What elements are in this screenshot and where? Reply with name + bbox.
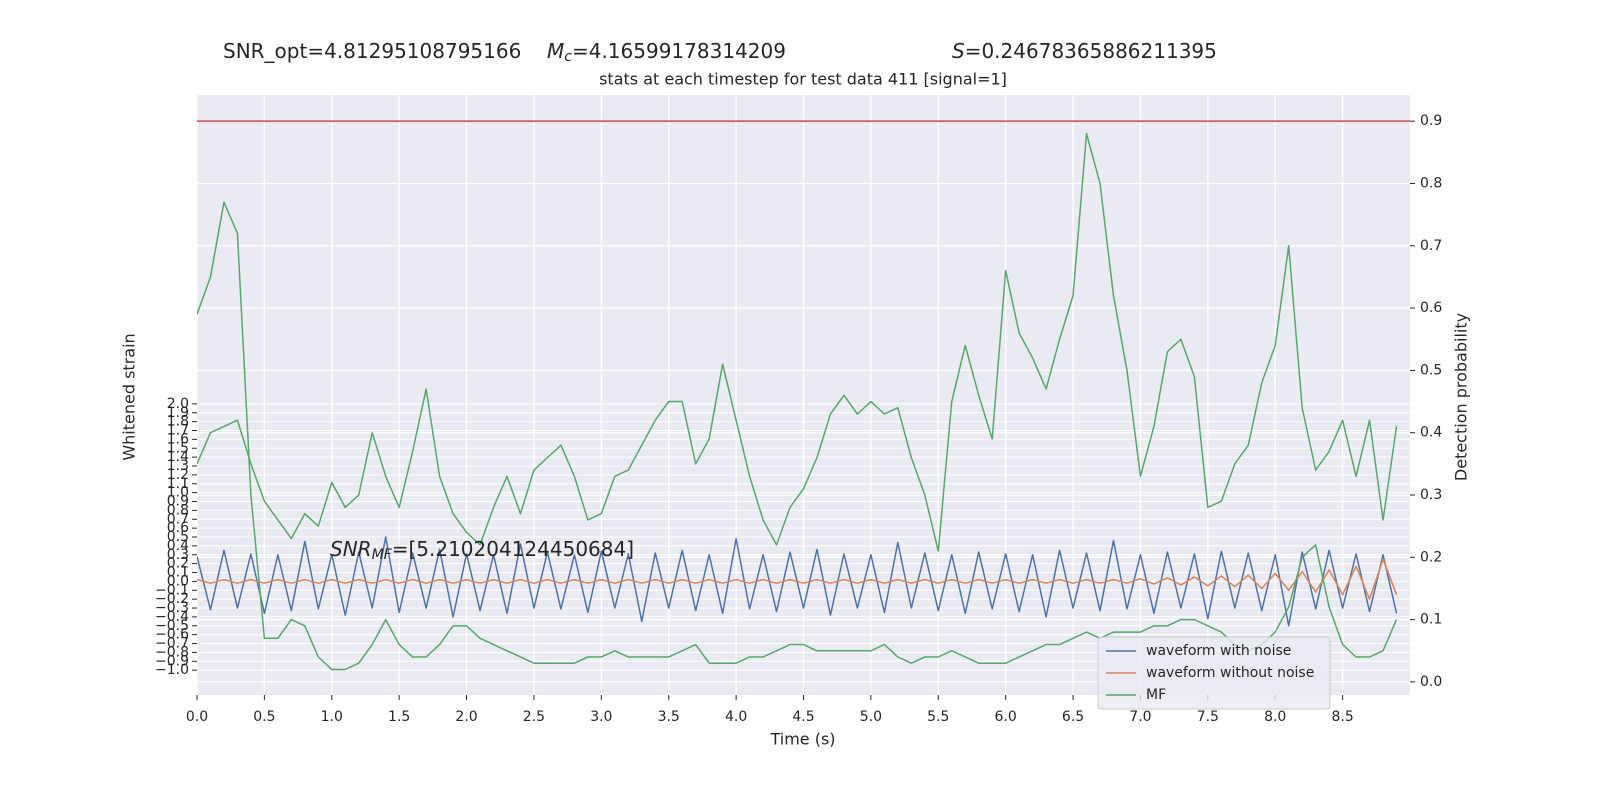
symbol: S	[952, 39, 965, 63]
y-tick-label: 2.0	[167, 396, 189, 412]
symbol: M	[547, 39, 564, 63]
series-line	[197, 201, 1398, 671]
text: SNR_opt=4.81295108795166	[223, 39, 521, 63]
y-axis-label: Whitened strain	[120, 333, 139, 460]
legend-label: waveform without noise	[1146, 665, 1314, 681]
y-tick-label: −0.5	[155, 618, 189, 634]
y2-tick-label: 0.4	[1420, 425, 1442, 441]
rich-text: SNR_opt=4.81295108795166	[223, 39, 521, 63]
y-tick-label: 0.6	[167, 520, 189, 536]
y-tick-label: −0.1	[155, 582, 189, 598]
text: =0.24678365886211395	[965, 39, 1217, 63]
rich-text: S=0.24678365886211395	[952, 39, 1217, 63]
x-axis-label: Time (s)	[769, 730, 835, 749]
x-tick-label: 6.0	[995, 709, 1017, 725]
subscript: MF	[372, 547, 393, 563]
y-tick-label: 0.1	[167, 565, 189, 581]
y-tick-label: −0.7	[155, 636, 189, 652]
y-tick-label: 1.1	[167, 476, 189, 492]
series-line	[197, 558, 1398, 600]
y-tick-label: 1.8	[167, 414, 189, 430]
text: =[5.210204124450684]	[392, 537, 634, 561]
y-tick-label: 1.3	[167, 458, 189, 474]
y-tick-label: 0.7	[167, 511, 189, 527]
y2-tick-label: 0.9	[1420, 113, 1442, 129]
rich-text: Mc=4.16599178314209	[547, 39, 786, 66]
x-tick-label: 5.0	[860, 709, 882, 725]
series-line	[197, 132, 1398, 552]
x-tick-label: 4.5	[792, 709, 814, 725]
y-tick-label: 0.3	[167, 547, 189, 563]
x-tick-label: 0.0	[186, 709, 208, 725]
x-tick-label: 3.5	[658, 709, 680, 725]
y-tick-label: −0.2	[155, 591, 189, 607]
chart-title: stats at each timestep for test data 411…	[599, 70, 1007, 89]
subscript: c	[564, 49, 572, 65]
y-tick-label: 1.7	[167, 423, 189, 439]
y-tick-label: 0.9	[167, 494, 189, 510]
x-tick-label: 8.5	[1331, 709, 1353, 725]
legend: waveform with noise waveform without nois…	[1097, 636, 1331, 710]
x-tick-label: 2.5	[523, 709, 545, 725]
x-tick-label: 0.5	[253, 709, 275, 725]
y-tick-label: 1.6	[167, 431, 189, 447]
y2-tick-label: 0.3	[1420, 487, 1442, 503]
y-tick-label: 0.4	[167, 538, 189, 554]
legend-label: MF	[1146, 687, 1166, 703]
y2-axis-label: Detection probability	[1452, 313, 1471, 481]
axes: 0.0 0.5 1.0 1.5 2.0 2.5 3.0 3.5 4.0 4.5 5.0 5.5 6.0 6…	[155, 113, 1442, 725]
x-tick-label: 1.0	[321, 709, 343, 725]
x-tick-label: 8.0	[1264, 709, 1286, 725]
y-tick-label: −0.8	[155, 644, 189, 660]
y-tick-label: 1.4	[167, 449, 189, 465]
y-tick-label: 1.0	[167, 485, 189, 501]
y2-tick-label: 0.0	[1420, 674, 1442, 690]
y2-tick-label: 0.6	[1420, 300, 1442, 316]
y-tick-label: 1.9	[167, 405, 189, 421]
y-tick-label: −0.4	[155, 609, 189, 625]
y-tick-label: −0.6	[155, 627, 189, 643]
y-tick-label: 0.2	[167, 556, 189, 572]
y2-tick-label: 0.8	[1420, 175, 1442, 191]
text: =4.16599178314209	[572, 39, 786, 63]
y2-tick-label: 0.2	[1420, 549, 1442, 565]
x-tick-label: 3.0	[590, 709, 612, 725]
y-tick-label: 0.0	[167, 573, 189, 589]
x-tick-label: 7.5	[1197, 709, 1219, 725]
y-tick-label: 1.5	[167, 440, 189, 456]
y-tick-label: 0.5	[167, 529, 189, 545]
y-tick-label: −0.9	[155, 653, 189, 669]
y-tick-label: 1.2	[167, 467, 189, 483]
x-tick-label: 4.0	[725, 709, 747, 725]
lines	[197, 120, 1410, 671]
y-tick-label: 0.8	[167, 502, 189, 518]
x-tick-label: 6.5	[1062, 709, 1084, 725]
x-tick-label: 7.0	[1129, 709, 1151, 725]
series-line	[197, 536, 1398, 627]
x-tick-label: 2.0	[455, 709, 477, 725]
symbol: SNR	[330, 537, 372, 561]
x-tick-label: 5.5	[927, 709, 949, 725]
y-tick-label: −0.3	[155, 600, 189, 616]
rich-text: SNRMF=[5.210204124450684]	[330, 537, 634, 564]
legend-box	[1097, 636, 1331, 710]
y-tick-label: −1.0	[155, 662, 189, 678]
y2-tick-label: 0.5	[1420, 362, 1442, 378]
x-tick-label: 1.5	[388, 709, 410, 725]
legend-label: waveform with noise	[1146, 643, 1291, 659]
y2-tick-label: 0.1	[1420, 612, 1442, 628]
y2-tick-label: 0.7	[1420, 238, 1442, 254]
